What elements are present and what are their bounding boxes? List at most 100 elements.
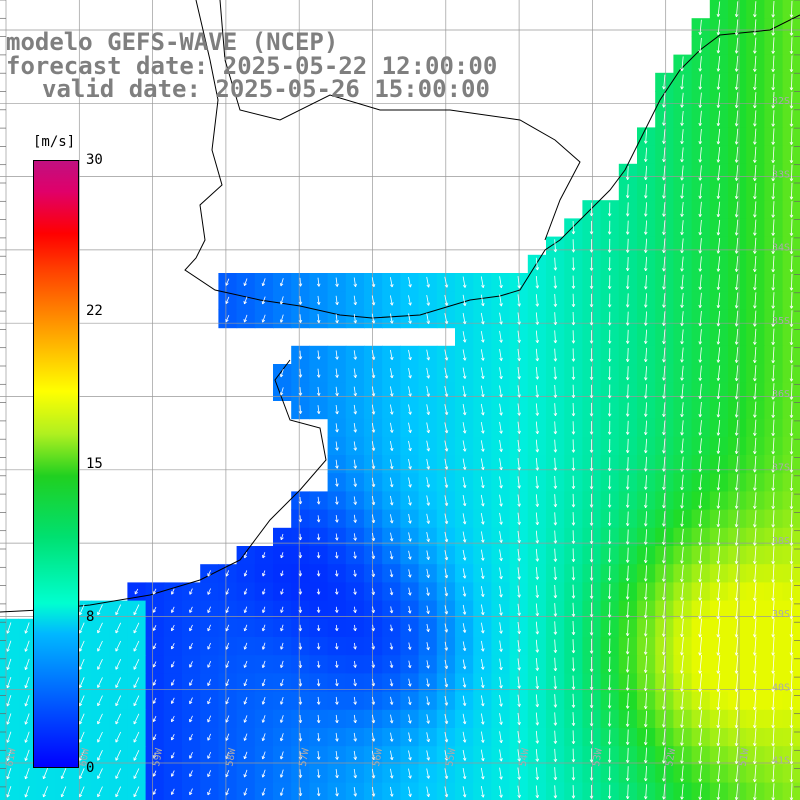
wind-arrow (644, 311, 648, 326)
wind-arrow (716, 582, 721, 601)
wind-arrow (152, 752, 157, 759)
wind-arrow (225, 715, 230, 723)
wind-arrow (480, 476, 485, 489)
wind-arrow (644, 438, 648, 454)
wind-arrow (371, 660, 375, 668)
wind-arrow (426, 623, 430, 633)
wind-arrow (716, 238, 721, 254)
wind-arrow (680, 728, 684, 746)
wind-arrow (462, 641, 467, 652)
wind-arrow (499, 367, 503, 380)
wind-arrow (225, 788, 230, 796)
wind-arrow (752, 691, 757, 711)
wind-arrow (771, 273, 775, 291)
wind-arrow (571, 475, 576, 490)
wind-arrow (499, 531, 503, 543)
wind-arrow (571, 493, 576, 508)
wind-arrow (207, 624, 211, 632)
wind-arrow (389, 660, 394, 668)
wind-arrow (698, 110, 702, 127)
wind-arrow (79, 695, 85, 707)
wind-arrow (680, 456, 684, 472)
wind-arrow (771, 19, 775, 36)
wind-arrow (316, 714, 321, 724)
wind-arrow (499, 476, 503, 489)
wind-arrow (589, 275, 594, 289)
wind-arrow (607, 238, 612, 253)
wind-arrow (589, 748, 594, 763)
wind-arrow (426, 642, 430, 651)
wind-arrow (353, 295, 357, 306)
wind-arrow (353, 624, 357, 632)
wind-arrow (499, 349, 503, 361)
wind-arrow (553, 403, 558, 417)
wind-arrow (261, 278, 266, 287)
wind-arrow (716, 19, 721, 36)
wind-arrow (517, 549, 521, 562)
wind-arrow (607, 457, 612, 472)
wind-arrow (426, 568, 430, 578)
wind-arrow (753, 128, 757, 145)
wind-arrow (644, 147, 648, 162)
wind-arrow (698, 474, 702, 491)
wind-arrow (589, 348, 594, 362)
wind-arrow (771, 292, 775, 309)
wind-arrow (625, 457, 630, 472)
wind-arrow (607, 329, 612, 344)
wind-arrow (771, 364, 775, 382)
wind-arrow (698, 365, 702, 381)
wind-arrow (316, 277, 321, 287)
wind-arrow (499, 640, 503, 652)
longitude-label: 51W (738, 747, 752, 768)
wind-arrow (207, 751, 212, 759)
wind-arrow (499, 785, 503, 798)
wind-arrow (371, 606, 375, 614)
wind-arrow (753, 764, 757, 783)
wind-arrow (753, 510, 757, 528)
wind-arrow (298, 533, 303, 541)
wind-arrow (279, 787, 284, 796)
wind-arrow (152, 788, 157, 795)
wind-arrow (189, 715, 193, 723)
wind-arrow (316, 533, 321, 541)
wind-arrow (716, 456, 721, 473)
longitude-label: 57W (298, 747, 312, 768)
wind-arrow (189, 606, 193, 613)
wind-arrow (335, 750, 339, 760)
wind-arrow (662, 274, 666, 290)
wind-arrow (662, 511, 666, 527)
wind-arrow (644, 329, 648, 344)
wind-arrow (789, 219, 794, 236)
wind-arrow (517, 312, 521, 325)
wind-arrow (734, 492, 739, 509)
wind-arrow (753, 419, 757, 436)
wind-arrow (662, 293, 666, 308)
wind-arrow (24, 676, 30, 689)
wind-arrow (716, 219, 721, 236)
wind-arrow (571, 311, 576, 326)
wind-arrow (535, 421, 540, 435)
wind-arrow (607, 748, 612, 763)
wind-arrow (535, 767, 540, 780)
wind-arrow (444, 786, 449, 798)
wind-arrow (426, 276, 430, 288)
wind-arrow (752, 618, 757, 638)
wind-arrow (716, 401, 721, 418)
wind-arrow (734, 709, 739, 729)
wind-arrow (462, 294, 467, 307)
wind-arrow (408, 750, 412, 761)
wind-arrow (335, 313, 339, 324)
wind-arrow (353, 660, 357, 668)
wind-arrow (60, 768, 67, 780)
wind-arrow (734, 201, 739, 218)
wind-arrow (680, 256, 684, 272)
wind-arrow (389, 495, 394, 506)
wind-arrow (644, 202, 648, 217)
wind-arrow (517, 330, 521, 343)
wind-arrow (589, 366, 594, 380)
wind-arrow (480, 749, 485, 762)
wind-arrow (499, 585, 503, 598)
wind-arrow (571, 457, 576, 471)
wind-arrow (298, 588, 303, 595)
wind-arrow (426, 786, 430, 798)
